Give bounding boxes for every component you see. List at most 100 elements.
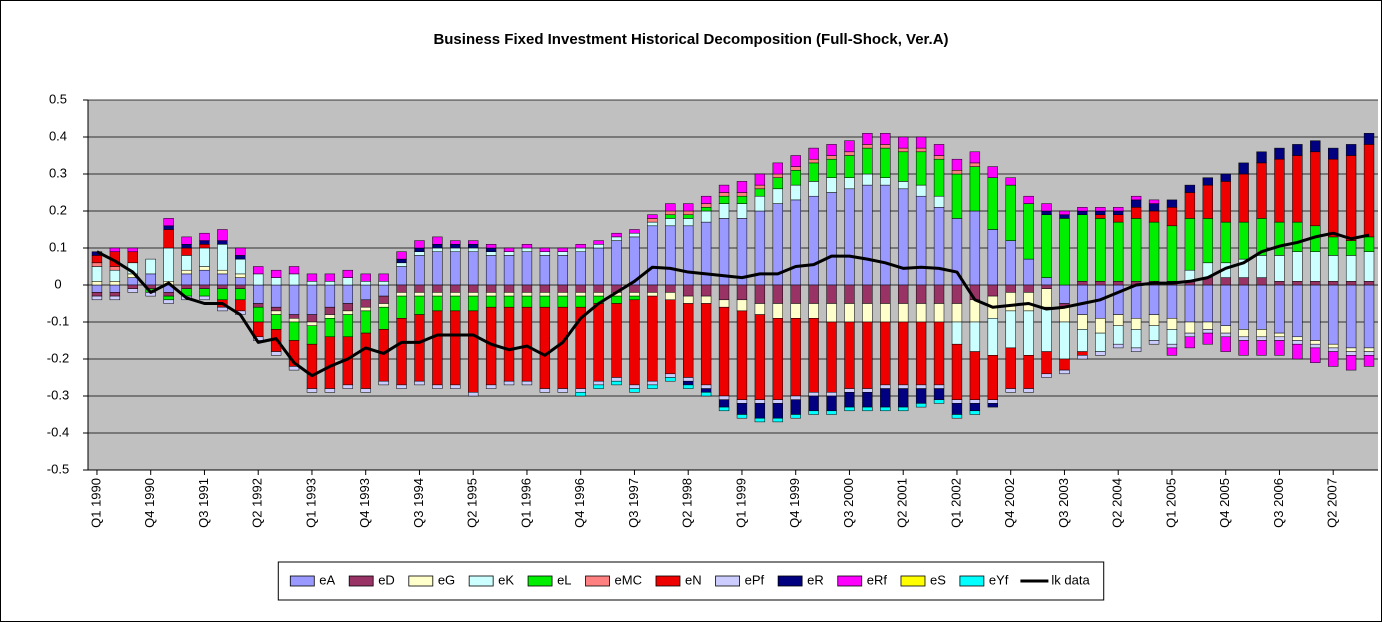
bar-segment — [378, 306, 389, 330]
bar-segment — [199, 284, 210, 289]
bar-segment — [1202, 329, 1213, 334]
bar-segment — [898, 147, 909, 153]
bar-segment — [414, 247, 425, 252]
bar-segment — [1077, 314, 1088, 330]
bar-segment — [1274, 336, 1285, 341]
bar-segment — [235, 284, 246, 289]
bar-segment — [306, 314, 318, 323]
bar-segment — [1023, 310, 1034, 356]
bar-segment — [862, 173, 873, 186]
bar-segment — [468, 284, 479, 293]
bar-segment — [593, 384, 604, 389]
bar-segment — [1310, 340, 1321, 345]
bar-segment — [270, 351, 282, 356]
bar-segment — [270, 277, 282, 286]
bar-segment — [450, 251, 461, 286]
bar-segment — [880, 184, 891, 286]
bar-segment — [1095, 281, 1106, 286]
bar-segment — [1005, 388, 1016, 393]
x-tick-label: Q3 2003 — [1056, 478, 1071, 528]
legend: eA eD eG eK eL eMC eN ePf eR eRf eS eYf lk data — [289, 572, 1090, 587]
bar-segment — [683, 295, 694, 304]
x-tick-label: Q3 1994 — [411, 478, 426, 528]
bar-segment — [1005, 184, 1016, 241]
bar-segment — [826, 303, 837, 323]
bar-segment — [91, 266, 103, 282]
bar-segment — [987, 284, 998, 297]
bar-segment — [736, 310, 748, 400]
bar-segment — [575, 388, 586, 393]
x-tick-label: Q2 1995 — [465, 478, 480, 528]
bar-segment — [1130, 218, 1142, 282]
y-tick-label: 0.3 — [49, 165, 67, 180]
legend-swatch — [527, 575, 553, 587]
bar-segment — [450, 284, 461, 293]
bar-segment — [217, 269, 228, 275]
bar-segment — [575, 295, 586, 308]
legend-label: eMC — [615, 572, 642, 587]
bar-segment — [485, 295, 497, 308]
bar-segment — [199, 244, 210, 249]
bar-segment — [396, 318, 407, 386]
bar-segment — [718, 184, 730, 193]
bar-segment — [862, 144, 873, 149]
legend-swatch — [715, 575, 741, 587]
bar-segment — [647, 214, 658, 219]
bar-segment — [1220, 336, 1231, 352]
bar-segment — [396, 266, 407, 286]
bar-segment — [217, 273, 228, 286]
bar-segment — [324, 273, 336, 282]
bar-segment — [1130, 284, 1142, 319]
x-tick-label: Q1 1996 — [518, 478, 533, 528]
bar-segment — [826, 177, 837, 193]
bar-segment — [915, 284, 927, 304]
bar-segment — [181, 284, 192, 289]
bar-segment — [1059, 358, 1070, 371]
bar-segment — [862, 388, 873, 393]
bar-segment — [342, 277, 353, 286]
bar-segment — [593, 240, 604, 245]
bar-segment — [969, 299, 981, 323]
bar-segment — [736, 192, 748, 197]
legend-label: eRf — [867, 572, 888, 587]
bar-segment — [844, 151, 855, 156]
bar-segment — [1059, 321, 1070, 360]
bar-segment — [468, 310, 479, 393]
bar-segment — [163, 247, 174, 282]
bar-segment — [306, 325, 318, 345]
bar-segment — [306, 321, 318, 326]
bar-segment — [1363, 355, 1375, 367]
bar-segment — [557, 292, 568, 297]
bar-segment — [432, 247, 443, 252]
bar-segment — [1274, 281, 1285, 286]
bar-segment — [1310, 281, 1321, 286]
bar-segment — [1059, 214, 1070, 219]
bar-segment — [342, 384, 353, 389]
bar-segment — [754, 399, 766, 404]
bar-segment — [808, 147, 819, 160]
bar-segment — [1345, 347, 1357, 352]
bar-segment — [593, 292, 604, 297]
bar-segment — [163, 218, 174, 227]
bar-segment — [1041, 351, 1052, 375]
bar-segment — [1077, 281, 1088, 286]
bar-segment — [772, 318, 783, 400]
bar-segment — [933, 388, 945, 400]
bar-segment — [629, 232, 640, 238]
bar-segment — [772, 403, 783, 419]
bar-segment — [109, 281, 121, 286]
legend-swatch — [900, 575, 926, 587]
bar-segment — [1005, 347, 1016, 389]
bar-segment — [575, 292, 586, 297]
bar-segment — [468, 392, 479, 397]
bar-segment — [611, 295, 622, 304]
bar-segment — [1095, 207, 1106, 212]
bar-segment — [253, 303, 264, 308]
x-tick-label: Q1 2002 — [948, 478, 963, 528]
bar-segment — [235, 247, 246, 256]
bar-segment — [826, 155, 837, 160]
bar-segment — [432, 384, 443, 389]
bar-segment — [1077, 214, 1088, 282]
bar-segment — [181, 247, 192, 256]
